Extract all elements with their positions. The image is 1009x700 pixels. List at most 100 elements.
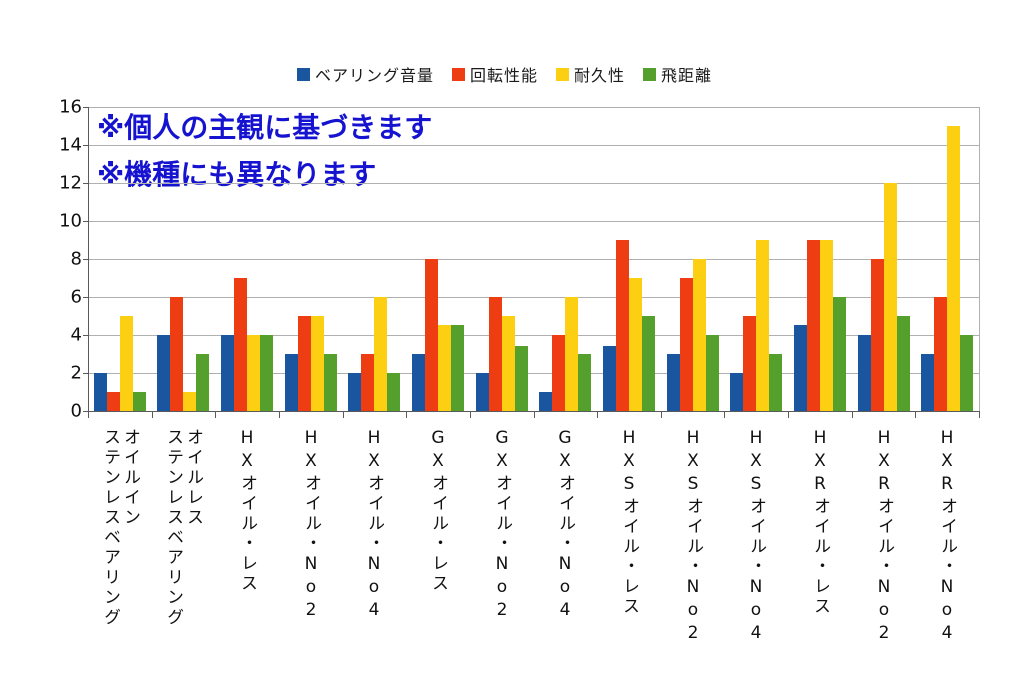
bar (311, 316, 324, 411)
legend-label: 回転性能 (469, 66, 538, 85)
bar (324, 354, 337, 411)
x-axis-category-label: HXオイル・レス (237, 428, 257, 594)
bar (489, 297, 502, 411)
bar (451, 325, 464, 411)
x-axis-line (84, 411, 980, 412)
bar (107, 392, 120, 411)
bar (539, 392, 552, 411)
gridline (88, 335, 979, 336)
bar (476, 373, 489, 411)
y-axis-tick-label: 16 (59, 96, 82, 118)
x-axis-tick (534, 412, 535, 418)
legend-label: 耐久性 (574, 66, 626, 85)
gridline (88, 259, 979, 260)
bar (133, 392, 146, 411)
bar (693, 259, 706, 411)
x-axis-tick (215, 412, 216, 418)
bar (234, 278, 247, 411)
x-axis-tick (788, 412, 789, 418)
bar (871, 259, 884, 411)
x-axis-category-label: GXオイル・No2 (492, 428, 512, 623)
annotation: ※個人の主観に基づきます ※機種にも異なります (97, 104, 432, 198)
y-axis-tick-label: 12 (59, 172, 82, 194)
bar (298, 316, 311, 411)
legend-item: 耐久性 (556, 62, 625, 86)
x-axis-tick (661, 412, 662, 418)
bar (94, 373, 107, 411)
x-axis-category-label: HXオイル・No4 (364, 428, 384, 623)
bar (807, 240, 820, 411)
x-axis-tick (88, 412, 89, 418)
legend-item: ベアリング音量 (296, 62, 434, 86)
plot-right-border (979, 107, 980, 411)
bar (552, 335, 565, 411)
x-axis-category-label: HXSオイル・No2 (683, 428, 703, 646)
bar (769, 354, 782, 411)
bar (425, 259, 438, 411)
x-axis-category-label: HXSオイル・No4 (746, 428, 766, 646)
bar (120, 316, 133, 411)
bar (730, 373, 743, 411)
x-axis-tick (724, 412, 725, 418)
bar (412, 354, 425, 411)
bar (820, 240, 833, 411)
y-axis-tick (83, 259, 88, 260)
bar (794, 325, 807, 411)
annotation-line-2: ※機種にも異なります (97, 158, 377, 191)
bar (858, 335, 871, 411)
bar (387, 373, 400, 411)
y-axis-tick-label: 4 (70, 324, 82, 346)
gridline (88, 145, 979, 146)
y-axis-tick-label: 2 (70, 362, 82, 384)
bar (667, 354, 680, 411)
bar (565, 297, 578, 411)
bar (515, 346, 528, 411)
legend-label: 飛距離 (661, 66, 713, 85)
y-axis-tick (83, 221, 88, 222)
x-axis-category-label: GXオイル・No4 (555, 428, 575, 623)
x-axis-tick (470, 412, 471, 418)
x-axis-tick (406, 412, 407, 418)
legend-swatch-icon (451, 67, 465, 81)
bar (157, 335, 170, 411)
bar (947, 126, 960, 411)
x-axis-category-label: HXSオイル・レス (619, 428, 639, 617)
x-axis-tick (852, 412, 853, 418)
x-axis-tick (979, 412, 980, 418)
chart-legend: ベアリング音量 回転性能 耐久性 飛距離 (0, 62, 1009, 86)
gridline (88, 221, 979, 222)
bar (642, 316, 655, 411)
bar (884, 183, 897, 411)
gridline (88, 297, 979, 298)
gridline (88, 107, 979, 108)
y-axis-tick-label: 0 (70, 400, 82, 422)
x-axis-tick (597, 412, 598, 418)
y-axis-tick-label: 6 (70, 286, 82, 308)
legend-swatch-icon (296, 67, 310, 81)
x-axis-tick (343, 412, 344, 418)
bar (247, 335, 260, 411)
bar (743, 316, 756, 411)
legend-swatch-icon (643, 67, 657, 81)
bar (170, 297, 183, 411)
x-axis-tick (915, 412, 916, 418)
y-axis-tick (83, 107, 88, 108)
bar (196, 354, 209, 411)
x-axis-category-label: オイルレス ステンレスベアリング (163, 428, 203, 628)
bar (756, 240, 769, 411)
x-axis-category-label: オイルイン ステンレスベアリング (100, 428, 140, 628)
bar (348, 373, 361, 411)
legend-swatch-icon (556, 67, 569, 81)
bar (374, 297, 387, 411)
gridline (88, 183, 979, 184)
y-axis-tick-label: 10 (59, 210, 82, 232)
bar (921, 354, 934, 411)
bar (260, 335, 273, 411)
y-axis-tick (83, 183, 88, 184)
x-axis-category-label: GXオイル・レス (428, 428, 448, 594)
bar (578, 354, 591, 411)
bar (680, 278, 693, 411)
y-axis-line (88, 107, 89, 412)
legend-label: ベアリング音量 (314, 66, 434, 85)
